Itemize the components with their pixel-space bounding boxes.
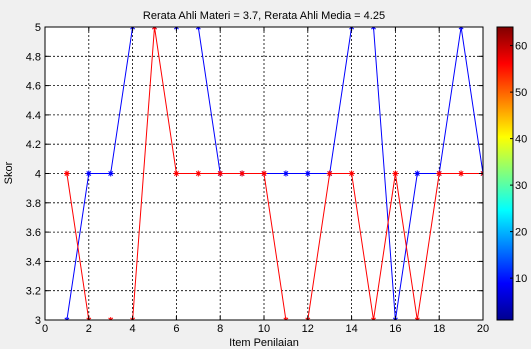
- series-2-point: [173, 170, 180, 177]
- colorbar-tick-label: 10: [515, 273, 527, 285]
- colorbar-tick-label: 20: [515, 227, 527, 239]
- y-tick-label: 4: [35, 169, 41, 181]
- series-1-line: [66, 27, 483, 320]
- colorbar-tick-label: 40: [515, 134, 527, 146]
- y-tick-label: 3.6: [26, 227, 41, 239]
- y-tick-label: 4.4: [26, 110, 41, 122]
- x-tick-label: 16: [389, 323, 401, 335]
- series-2-point: [261, 170, 267, 177]
- x-tick-label: 6: [173, 323, 179, 335]
- x-tick-label: 12: [302, 323, 314, 335]
- y-tick-label: 4.2: [26, 139, 41, 151]
- y-tick-label: 5: [35, 22, 41, 34]
- colorbar-tick-label: 60: [515, 41, 527, 53]
- y-tick-label: 4.6: [26, 81, 41, 93]
- x-tick-label: 10: [258, 323, 270, 335]
- chart-title: Rerata Ahli Materi = 3.7, Rerata Ahli Me…: [143, 10, 385, 22]
- colorbar-ticks: 10 20 30 40 50 60: [510, 41, 527, 285]
- x-axis-label: Item Penilaian: [229, 337, 299, 349]
- y-tick-label: 3: [35, 315, 41, 327]
- series-1-point: [304, 170, 311, 177]
- series-2-point: [392, 170, 399, 177]
- y-axis: 3 3.2 3.4 3.6 3.8 4 4.2 4.4 4.6 4.8 5: [26, 22, 483, 327]
- series-1-point: [107, 170, 114, 177]
- x-tick-label: 8: [217, 323, 223, 335]
- y-tick-label: 3.8: [26, 198, 41, 210]
- colorbar-tick-label: 50: [515, 87, 527, 99]
- x-tick-label: 4: [130, 323, 136, 335]
- y-axis-label: Skor: [3, 161, 15, 184]
- series-2-point: [348, 170, 355, 177]
- series-1-point: [414, 170, 421, 177]
- y-tick-label: 3.4: [26, 256, 41, 268]
- series-2-point: [63, 170, 70, 177]
- x-tick-label: 2: [86, 323, 92, 335]
- y-tick-label: 4.8: [26, 51, 41, 63]
- series-2-point: [326, 170, 333, 177]
- series-2-point: [239, 170, 246, 177]
- x-tick-label: 20: [477, 323, 489, 335]
- series-1-point: [85, 170, 92, 177]
- y-tick-label: 3.2: [26, 286, 41, 298]
- series-2-point: [217, 170, 224, 177]
- series-2: [63, 27, 483, 320]
- series-2-line: [66, 27, 483, 320]
- colorbar-tick-label: 30: [515, 180, 527, 192]
- grid: [45, 27, 483, 320]
- series-2-point: [436, 170, 443, 177]
- x-tick-label: 0: [42, 323, 48, 335]
- series-2-point: [458, 170, 465, 177]
- series-2-point: [195, 170, 202, 177]
- series-layer: [63, 27, 483, 320]
- x-tick-label: 18: [433, 323, 445, 335]
- x-tick-label: 14: [345, 323, 357, 335]
- series-1-point: [282, 170, 289, 177]
- colorbar: [496, 26, 514, 321]
- x-axis: 0 2 4 6 8 10 12 14 16 18 20: [42, 27, 489, 335]
